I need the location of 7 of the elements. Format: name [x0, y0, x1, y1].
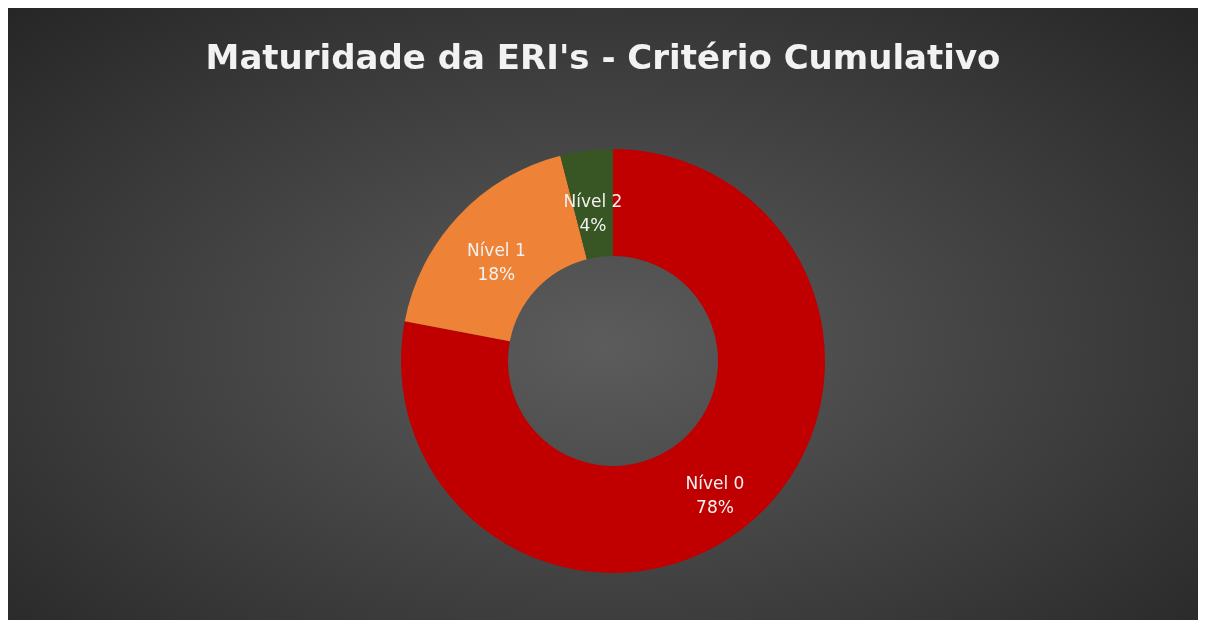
- data-label: 78%: [696, 497, 734, 518]
- data-label: 4%: [579, 215, 607, 236]
- chart-title: Maturidade da ERI's - Critério Cumulativo: [205, 37, 1001, 77]
- slice-label: Nível 1: [466, 240, 526, 261]
- donut-slice: [401, 149, 825, 573]
- data-label: 18%: [477, 264, 516, 285]
- slice-label: Nível 0: [685, 473, 745, 494]
